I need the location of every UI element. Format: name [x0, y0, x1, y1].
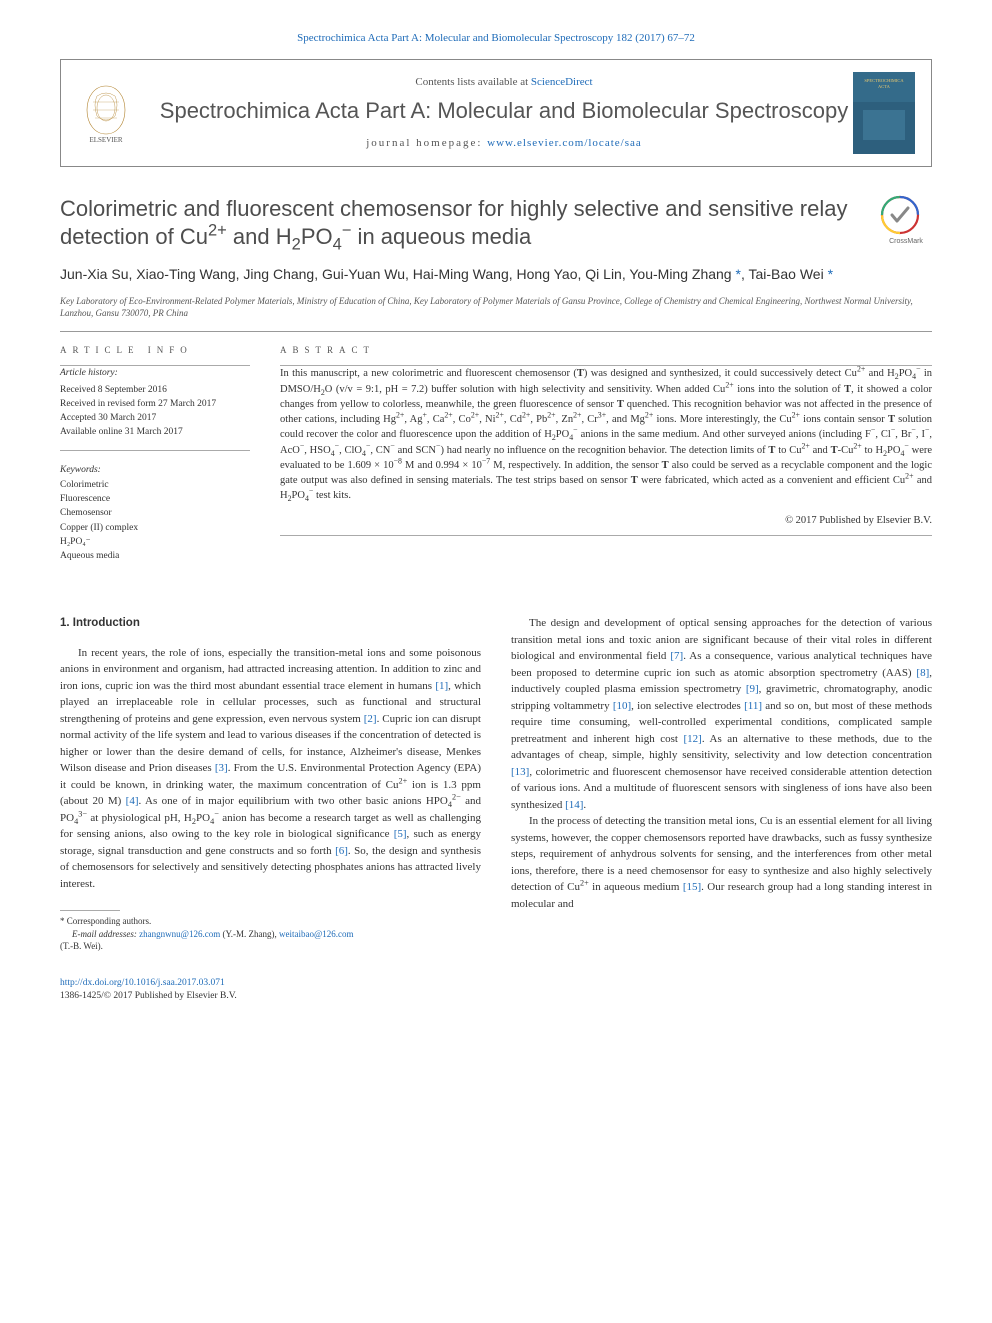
history-item: Received 8 September 2016 — [60, 383, 250, 397]
history-label: Article history: — [60, 366, 250, 380]
issn-line: 1386-1425/© 2017 Published by Elsevier B… — [60, 991, 237, 1001]
article-title: Colorimetric and fluorescent chemosensor… — [60, 195, 880, 252]
authors: Jun-Xia Su, Xiao-Ting Wang, Jing Chang, … — [60, 264, 932, 285]
abstract-heading: ABSTRACT — [280, 344, 932, 358]
journal-name: Spectrochimica Acta Part A: Molecular an… — [155, 98, 853, 124]
affiliation: Key Laboratory of Eco-Environment-Relate… — [60, 295, 932, 319]
svg-text:SPECTROCHIMICA: SPECTROCHIMICA — [864, 78, 904, 83]
svg-text:ACTA: ACTA — [878, 84, 891, 89]
svg-text:CrossMark: CrossMark — [889, 238, 923, 245]
abstract-text: In this manuscript, a new colorimetric a… — [280, 366, 932, 503]
footnote-email-link[interactable]: weitaibao@126.com — [279, 929, 354, 939]
homepage-link[interactable]: www.elsevier.com/locate/saa — [487, 137, 642, 149]
keyword: Aqueous media — [60, 549, 250, 563]
body-paragraph: In recent years, the role of ions, espec… — [60, 645, 481, 893]
footnote-email-name: (Y.-M. Zhang), — [222, 929, 276, 939]
journal-ref-line[interactable]: Spectrochimica Acta Part A: Molecular an… — [60, 30, 932, 47]
keyword: Chemosensor — [60, 506, 250, 520]
footer: http://dx.doi.org/10.1016/j.saa.2017.03.… — [60, 977, 932, 1004]
body-paragraph: The design and development of optical se… — [511, 615, 932, 813]
article-info: ARTICLE INFO Article history: Received 8… — [60, 344, 250, 564]
keyword: Colorimetric — [60, 478, 250, 492]
keywords-label: Keywords: — [60, 463, 250, 477]
keyword: Copper (II) complex — [60, 521, 250, 535]
elsevier-logo: ELSEVIER — [77, 82, 135, 144]
article-info-heading: ARTICLE INFO — [60, 344, 250, 358]
doi-link[interactable]: http://dx.doi.org/10.1016/j.saa.2017.03.… — [60, 978, 225, 988]
history-item: Received in revised form 27 March 2017 — [60, 397, 250, 411]
footnote-corresp: * Corresponding authors. — [60, 915, 481, 928]
keyword: H₂PO₄⁻ — [60, 535, 250, 549]
body-columns: 1. Introduction In recent years, the rol… — [60, 615, 932, 953]
footnote-email-link[interactable]: zhangnwnu@126.com — [139, 929, 220, 939]
keyword: Fluorescence — [60, 492, 250, 506]
contents-lists: Contents lists available at ScienceDirec… — [155, 74, 853, 91]
journal-cover-thumb: SPECTROCHIMICA ACTA — [853, 72, 915, 154]
abstract-copyright: © 2017 Published by Elsevier B.V. — [280, 513, 932, 529]
sciencedirect-link[interactable]: ScienceDirect — [531, 76, 593, 88]
footnote-email-name: (T.-B. Wei). — [60, 940, 481, 953]
history-item: Available online 31 March 2017 — [60, 425, 250, 439]
history-item: Accepted 30 March 2017 — [60, 411, 250, 425]
crossmark-badge[interactable]: CrossMark — [880, 195, 932, 247]
section-title-intro: 1. Introduction — [60, 615, 481, 632]
abstract: ABSTRACT In this manuscript, a new color… — [280, 344, 932, 564]
footnotes: * Corresponding authors. E-mail addresse… — [60, 910, 481, 953]
journal-header: ELSEVIER Contents lists available at Sci… — [60, 59, 932, 167]
body-paragraph: In the process of detecting the transiti… — [511, 813, 932, 912]
journal-homepage: journal homepage: www.elsevier.com/locat… — [155, 135, 853, 152]
svg-text:ELSEVIER: ELSEVIER — [89, 136, 122, 144]
footnote-emails-label: E-mail addresses: — [72, 929, 137, 939]
